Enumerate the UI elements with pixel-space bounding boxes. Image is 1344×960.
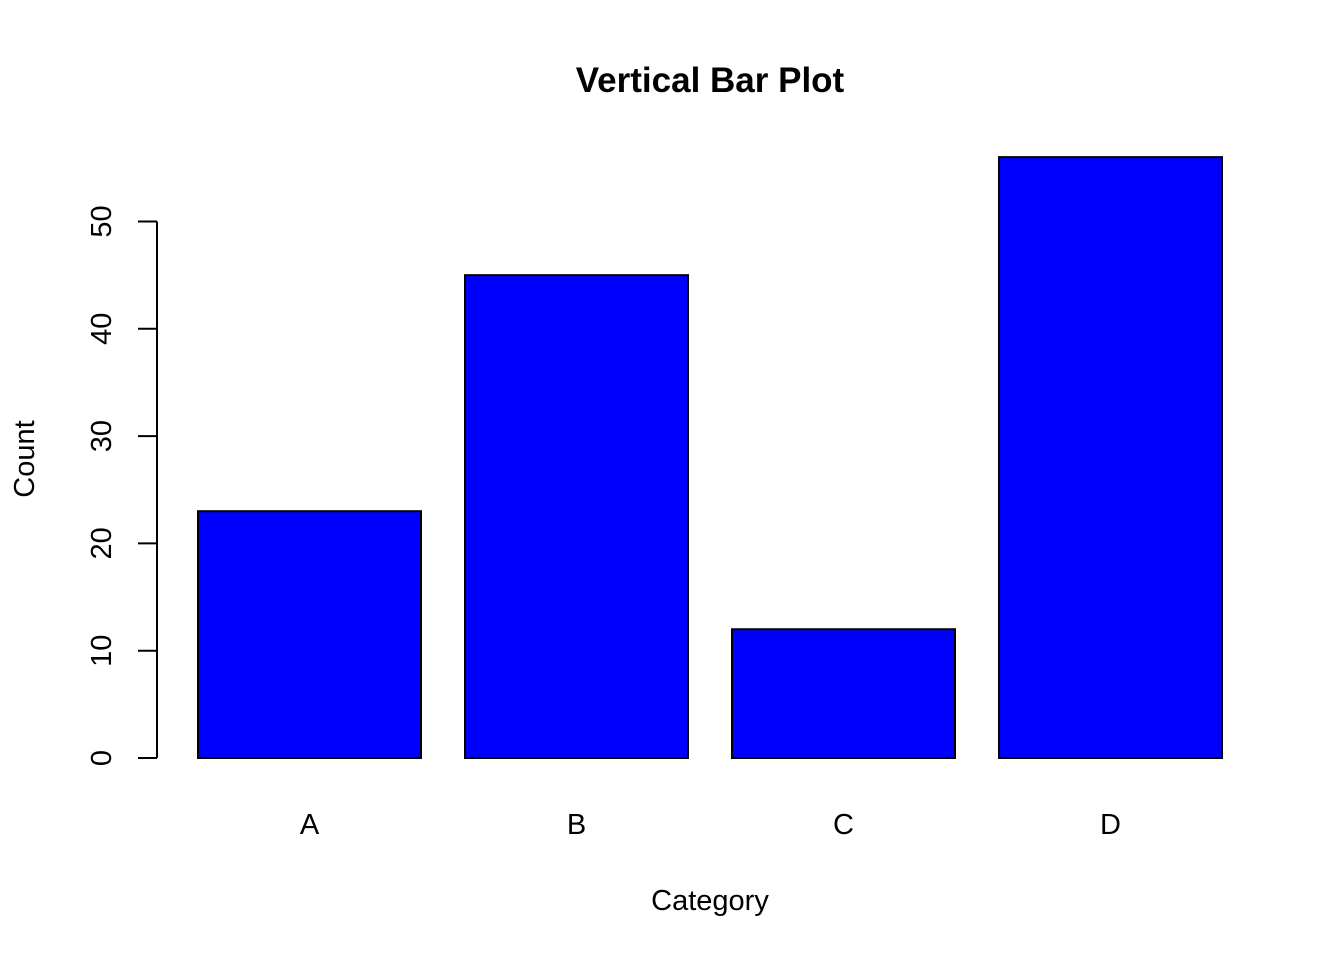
y-axis-label: Count bbox=[9, 420, 41, 497]
x-axis-tick-labels: A B C D bbox=[300, 809, 1121, 841]
chart-title: Vertical Bar Plot bbox=[576, 61, 845, 100]
y-axis: 0 10 20 30 40 50 bbox=[86, 205, 158, 766]
bar-c bbox=[731, 628, 956, 759]
y-tick-label: 0 bbox=[86, 750, 118, 766]
x-tick-label: C bbox=[833, 809, 854, 841]
bar-d bbox=[998, 156, 1223, 759]
y-tick-label: 10 bbox=[86, 635, 118, 667]
x-axis-label: Category bbox=[651, 885, 769, 917]
y-tick-label: 40 bbox=[86, 313, 118, 345]
y-tick-label: 30 bbox=[86, 420, 118, 452]
bar-a bbox=[197, 510, 422, 759]
bar-b bbox=[464, 274, 689, 759]
x-tick-label: D bbox=[1100, 809, 1121, 841]
x-tick-label: B bbox=[567, 809, 586, 841]
x-tick-label: A bbox=[300, 809, 320, 841]
y-tick-label: 20 bbox=[86, 527, 118, 559]
y-tick-label: 50 bbox=[86, 205, 118, 237]
bar-group bbox=[197, 156, 1223, 759]
